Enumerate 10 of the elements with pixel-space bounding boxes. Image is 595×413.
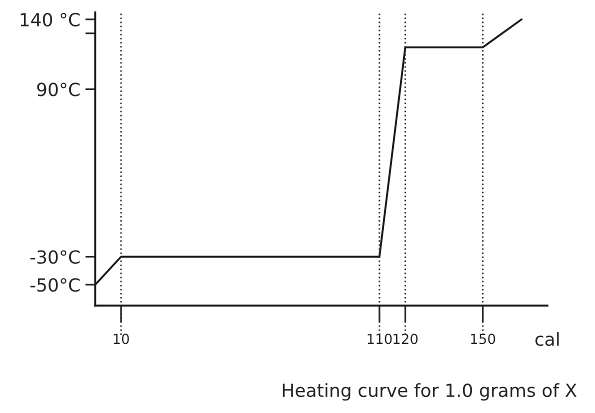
x-tick-label: 10 [114,334,129,344]
x-tick-label: 150 [471,334,496,344]
y-tick-label: 90°C [37,82,80,96]
y-tick-label: 140 °C [20,12,80,26]
text: Heating curve for 1.0 grams of X [282,383,577,401]
x-axis-title: cal [535,332,559,346]
y-tick-label: -30°C [30,250,80,264]
x-tick-label: 120 [394,334,418,344]
x-tick-label: 110 [368,334,392,344]
y-tick-label: -50°C [30,278,80,292]
